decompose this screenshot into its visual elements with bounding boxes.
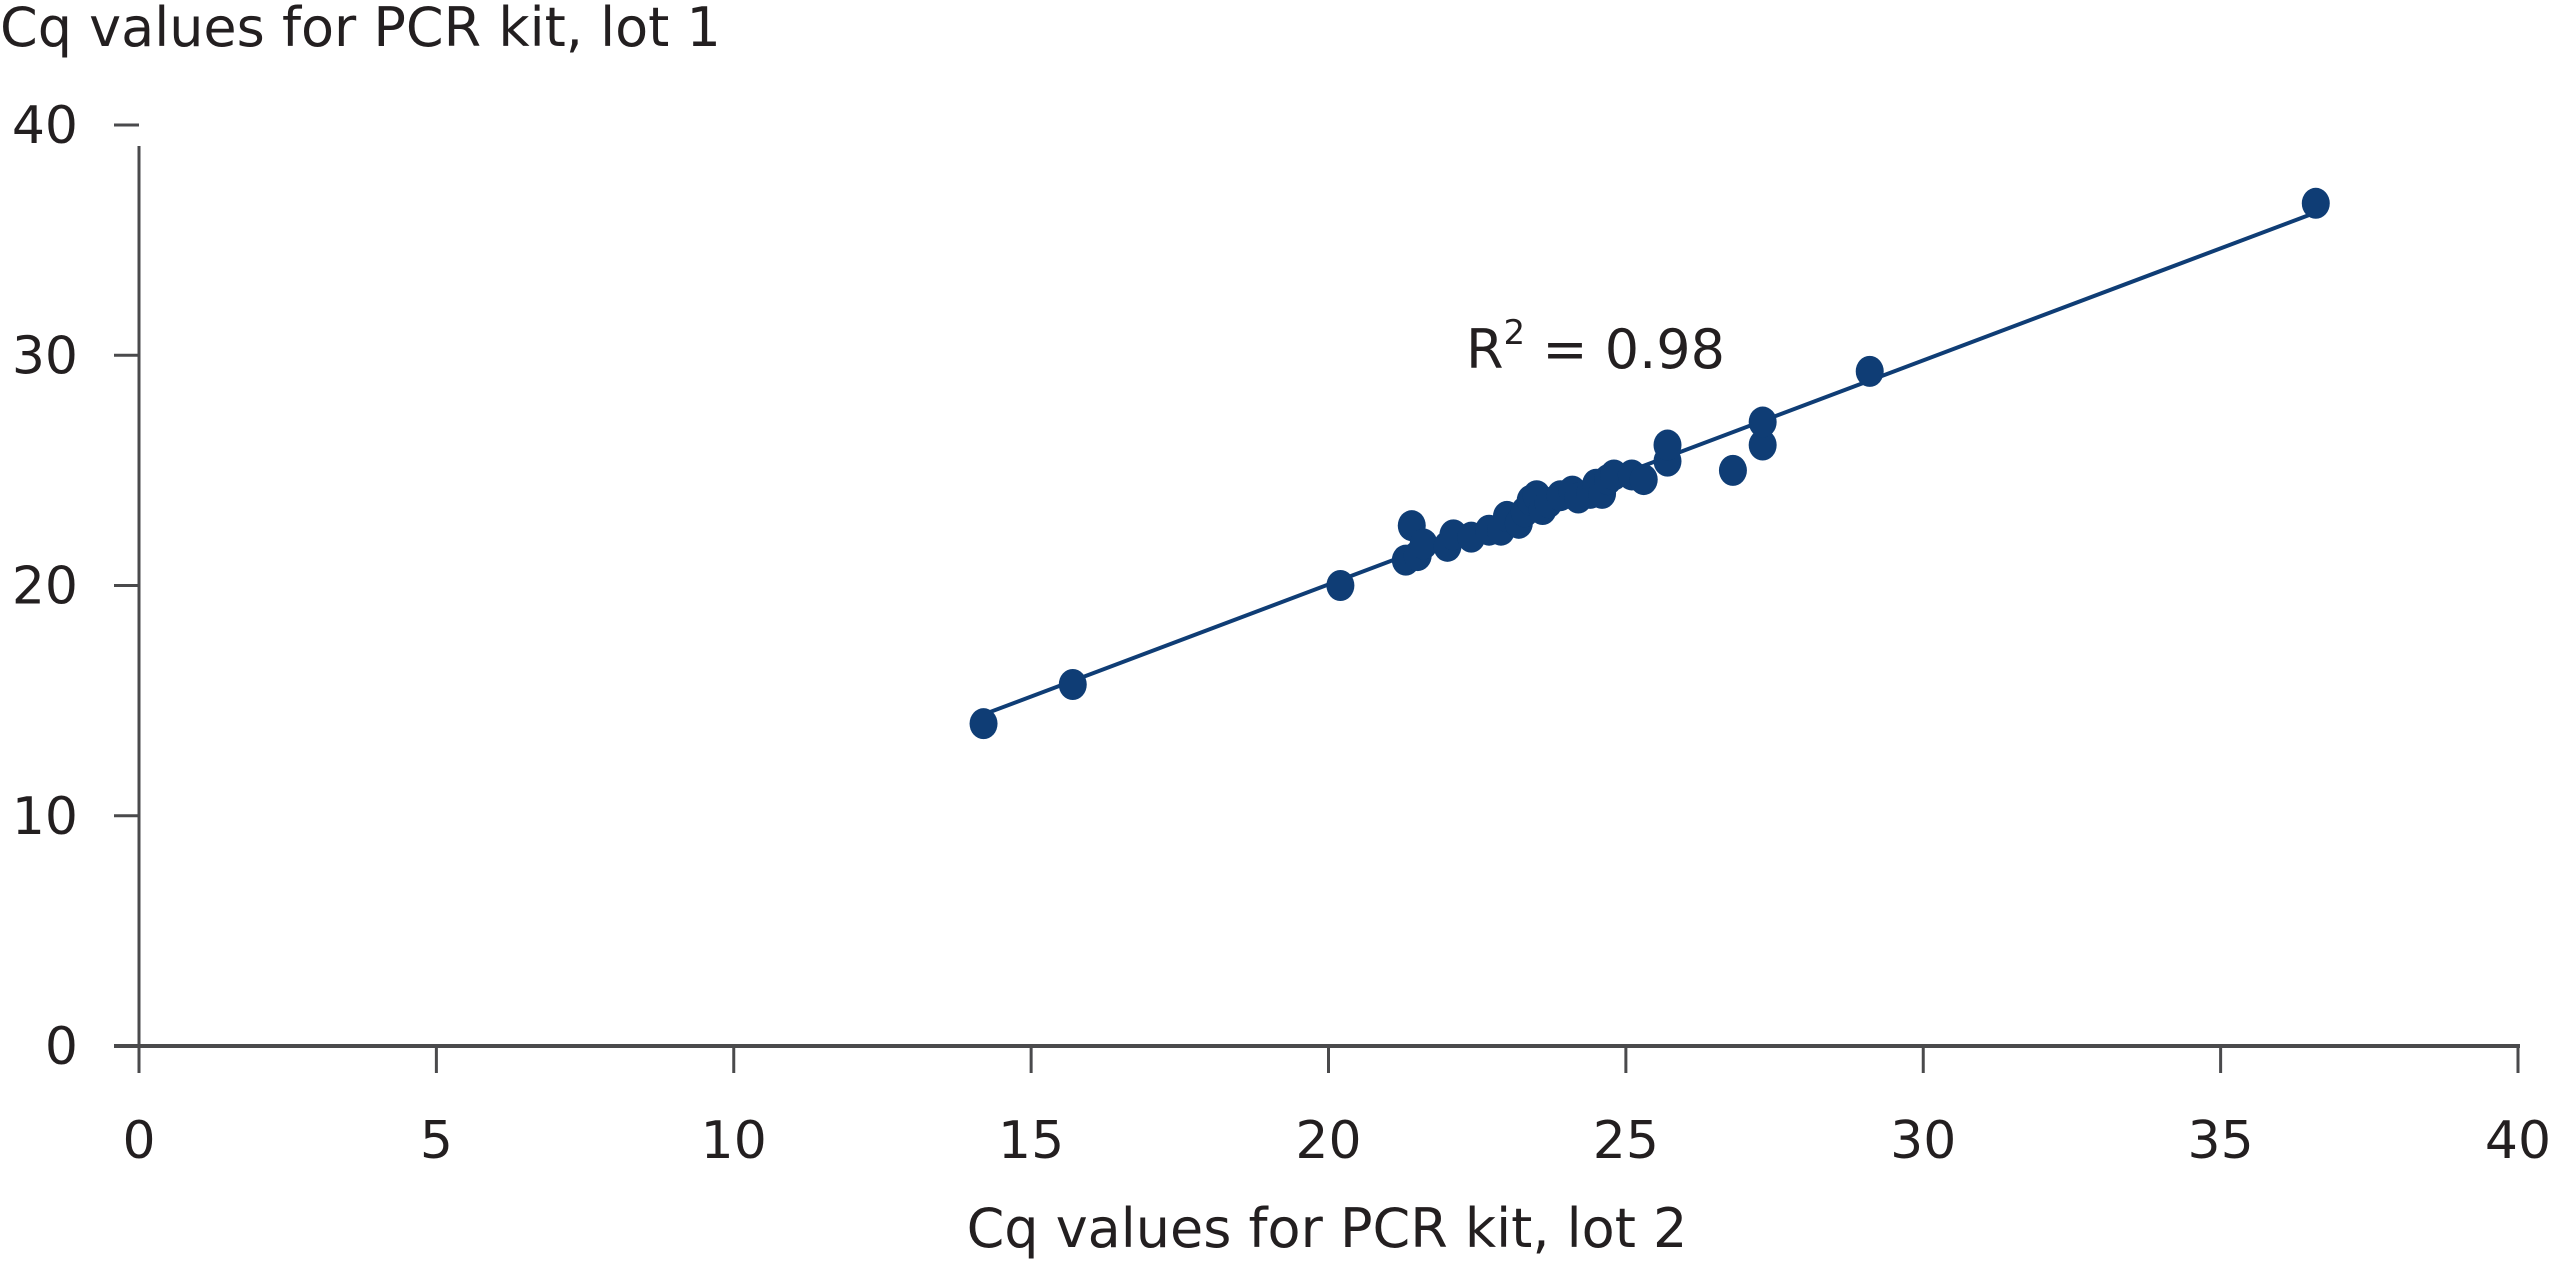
y-tick-label: 40 — [12, 96, 78, 156]
x-tick-label: 5 — [420, 1111, 453, 1171]
y-tick-label: 20 — [12, 557, 78, 617]
trendline-group — [982, 210, 2317, 717]
data-point — [1653, 429, 1682, 461]
y-tick-label: 0 — [45, 1017, 78, 1077]
y-tick-label: 10 — [12, 787, 78, 847]
x-tick-label: 35 — [2188, 1111, 2254, 1171]
r-squared-value: = 0.98 — [1525, 318, 1725, 381]
data-point — [1629, 464, 1658, 496]
x-tick-label: 30 — [1890, 1111, 1956, 1171]
x-tick-label: 40 — [2485, 1111, 2551, 1171]
data-point — [1855, 355, 1884, 387]
data-point — [1748, 429, 1777, 461]
x-tick-label: 0 — [122, 1111, 155, 1171]
x-axis-title: Cq values for PCR kit, lot 2 — [967, 1197, 1688, 1260]
data-point — [1326, 570, 1355, 601]
data-point — [1748, 406, 1777, 438]
data-point — [1718, 454, 1747, 486]
y-axis-title: Cq values for PCR kit, lot 1 — [0, 0, 721, 59]
r-squared-superscript: 2 — [1504, 313, 1526, 353]
trendline — [982, 210, 2317, 717]
x-tick-label: 20 — [1295, 1111, 1361, 1171]
data-point — [1409, 528, 1438, 560]
data-point — [1058, 669, 1087, 701]
x-ticks: 0 5 10 15 20 25 30 35 40 — [122, 1046, 2551, 1171]
data-point — [2301, 187, 2330, 219]
data-point — [969, 708, 998, 740]
y-tick-label: 30 — [12, 326, 78, 386]
x-tick-label: 10 — [701, 1111, 767, 1171]
x-tick-label: 25 — [1593, 1111, 1659, 1171]
r-squared-annotation: R2 = 0.98 — [1466, 313, 1725, 381]
x-tick-label: 15 — [998, 1111, 1064, 1171]
r-squared-label: R — [1466, 318, 1504, 381]
y-ticks: 0 10 20 30 40 — [12, 96, 139, 1077]
data-points — [969, 187, 2330, 740]
